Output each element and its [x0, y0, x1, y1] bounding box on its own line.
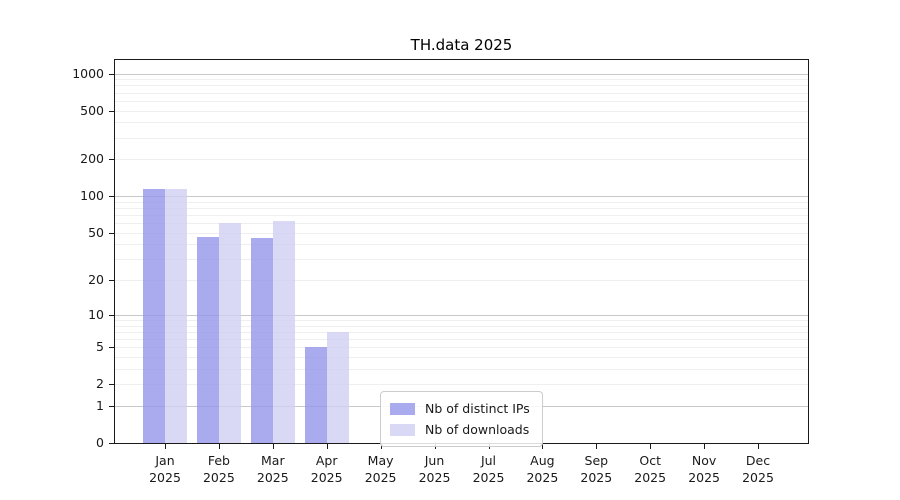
gridline-minor [115, 201, 808, 203]
y-tick-label: 20 [88, 272, 104, 288]
y-tick [109, 280, 115, 282]
gridline-major [115, 196, 808, 198]
x-tick-label: Jan 2025 [149, 453, 181, 485]
x-tick-label: May 2025 [364, 453, 397, 485]
y-tick [109, 159, 115, 161]
y-tick [109, 314, 115, 316]
bar-downloads [326, 331, 349, 443]
gridline-minor [115, 92, 808, 94]
gridline-major [115, 314, 808, 316]
y-tick [109, 347, 115, 349]
y-tick-label: 10 [88, 306, 104, 322]
x-tick [542, 444, 544, 449]
x-tick-label: Aug 2025 [526, 453, 559, 485]
bar-downloads [218, 223, 241, 443]
y-tick-label: 500 [80, 102, 104, 118]
x-tick [758, 444, 759, 449]
y-tick-label: 1000 [72, 65, 104, 81]
x-tick-label: Nov 2025 [688, 453, 720, 485]
gridline-minor [115, 208, 808, 209]
legend-label-distinct-ips: Nb of distinct IPs [425, 401, 530, 416]
gridline-minor [115, 259, 808, 261]
gridline-major [115, 73, 808, 75]
legend-label-downloads: Nb of downloads [425, 422, 530, 437]
gridline-minor [115, 159, 808, 161]
gridline-minor [115, 338, 808, 340]
y-tick-label: 1 [96, 397, 104, 413]
gridline-minor [115, 232, 808, 234]
y-tick-label: 0 [96, 435, 104, 450]
gridline-minor [115, 215, 808, 216]
y-tick [109, 443, 115, 444]
y-tick [109, 110, 115, 112]
x-tick-label: Oct 2025 [634, 453, 667, 485]
x-tick-label: Jul 2025 [472, 453, 505, 485]
legend-swatch-downloads [390, 423, 415, 436]
gridline-minor [115, 368, 808, 370]
y-tick-label: 200 [80, 151, 104, 167]
bar-distinct-ips [196, 237, 219, 443]
legend-swatch-distinct-ips [390, 402, 415, 415]
y-tick-label: 50 [88, 224, 104, 240]
y-tick-label: 2 [96, 376, 104, 392]
gridline-minor [115, 110, 808, 112]
gridline-minor [115, 384, 808, 386]
y-tick [109, 384, 115, 386]
x-tick-label: Jun 2025 [418, 453, 451, 485]
x-tick [218, 444, 220, 449]
bar-distinct-ips [250, 238, 273, 443]
y-tick-label: 100 [80, 188, 104, 204]
gridline-minor [115, 325, 808, 327]
gridline-minor [115, 319, 808, 321]
x-tick [596, 444, 598, 449]
legend-item-distinct-ips: Nb of distinct IPs [390, 398, 533, 419]
x-tick-label: Mar 2025 [256, 453, 289, 485]
legend: Nb of distinct IPs Nb of downloads [380, 391, 543, 447]
gridline-minor [115, 100, 808, 102]
x-tick-label: Sep 2025 [580, 453, 613, 485]
x-tick-label: Feb 2025 [202, 453, 235, 485]
gridline-minor [115, 85, 808, 87]
x-tick [650, 444, 652, 449]
gridline-minor [115, 244, 808, 246]
y-tick [109, 73, 115, 75]
y-tick-label: 5 [96, 339, 104, 355]
legend-item-downloads: Nb of downloads [390, 419, 533, 440]
x-tick-label: Dec 2025 [742, 453, 774, 485]
y-tick [109, 405, 115, 407]
x-tick-label: Apr 2025 [310, 453, 343, 485]
gridline-minor [115, 137, 808, 139]
y-tick [109, 196, 115, 198]
bar-distinct-ips [143, 188, 165, 443]
gridline-minor [115, 223, 808, 225]
bar-downloads [272, 220, 295, 443]
x-tick [326, 444, 328, 449]
gridline-minor [115, 347, 808, 349]
gridline-minor [115, 280, 808, 282]
chart-title: TH.data 2025 [410, 36, 513, 54]
x-tick [272, 444, 274, 449]
gridline-minor [115, 79, 808, 81]
bar-downloads [165, 188, 187, 443]
gridline-minor [115, 356, 808, 358]
x-tick [704, 444, 706, 449]
plot-frame [114, 59, 809, 444]
bar-distinct-ips [304, 347, 327, 443]
gridline-minor [115, 122, 808, 124]
x-tick [165, 444, 166, 449]
y-tick [109, 232, 115, 234]
gridline-minor [115, 331, 808, 333]
